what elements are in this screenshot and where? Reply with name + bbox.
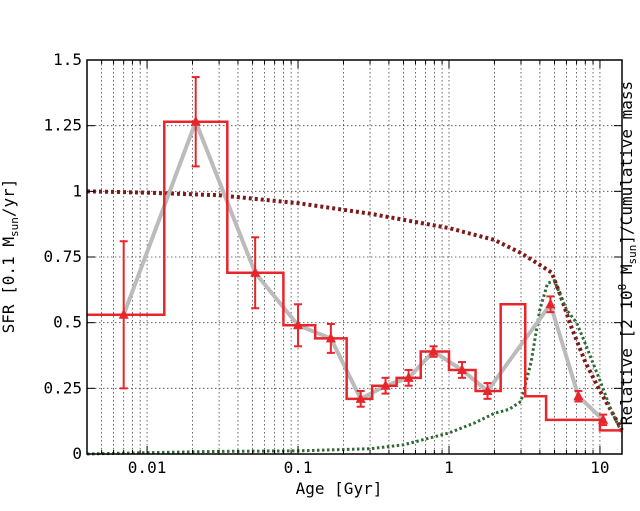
sfr-point-marker <box>118 308 129 319</box>
tick-labels: 0.01 0.1 1 10 0 0.25 0.5 0.75 1 1.25 1.5 <box>43 50 609 477</box>
x-tick-label: 0.1 <box>284 458 313 477</box>
sfr-point-marker <box>545 298 556 309</box>
y-tick-label: 1.25 <box>43 116 82 135</box>
sfr-point <box>598 413 609 427</box>
y-axis-label-left: SFR [0.1 Msun/yr] <box>0 179 21 334</box>
sfr-point-marker <box>293 319 304 330</box>
sfr-point-marker <box>190 115 201 126</box>
y-axis-label-right-mid: M <box>617 264 636 283</box>
sfr-point-marker <box>482 384 493 395</box>
relative-mass-line <box>86 278 624 456</box>
sfr-point-marker <box>380 379 391 390</box>
y-tick-label: 0 <box>72 444 82 463</box>
y-tick-label: 0.5 <box>53 313 82 332</box>
sfr-point-marker <box>573 390 584 401</box>
sfr-point-marker <box>598 413 609 424</box>
cumulative-mass-line <box>86 189 624 432</box>
sfr-histogram-series <box>87 120 622 432</box>
y-axis-label-right-suffix: ]/Cumulative mass <box>617 81 636 245</box>
sfr-point-marker <box>325 332 336 343</box>
sfr-points-series <box>118 76 609 427</box>
sfr-point-marker <box>457 363 468 374</box>
y-axis-label-right-prefix: Relative [2 10 <box>617 290 636 425</box>
sfr-point <box>545 295 556 314</box>
relative-mass-series <box>86 278 624 456</box>
sfr-point <box>573 389 584 403</box>
y-axis-label-left-sub: sun <box>8 217 21 237</box>
sfr-point <box>293 303 304 348</box>
cumulative-mass-series <box>86 189 624 432</box>
sfr-point <box>457 361 468 379</box>
sfr-point <box>482 382 493 400</box>
sfr-point-marker <box>355 392 366 403</box>
sfr-point-marker <box>250 266 261 277</box>
y-axis-label-left-suffix: /yr] <box>0 179 18 218</box>
sfr-point <box>380 376 391 395</box>
y-axis-label-right-sup: 8 <box>616 284 629 291</box>
y-tick-label: 1 <box>72 181 82 200</box>
y-tick-label: 1.5 <box>53 50 82 69</box>
y-tick-label: 0.25 <box>43 378 82 397</box>
axis-ticks <box>87 59 622 455</box>
x-tick-label: 0.01 <box>128 458 167 477</box>
sfr-point <box>403 368 414 387</box>
x-axis-label: Age [Gyr] <box>296 479 383 498</box>
sfr-point-marker <box>403 371 414 382</box>
sfr-point <box>428 345 439 358</box>
x-tick-label: 10 <box>590 458 609 477</box>
grid-lines <box>87 60 622 454</box>
sfr-point <box>355 389 366 408</box>
sfr-point <box>190 76 201 168</box>
sfr-histogram-steps <box>87 120 622 432</box>
y-axis-label-right: Relative [2 108 Msun]/Cumulative mass <box>616 81 639 425</box>
y-axis-label-left-prefix: SFR [0.1 M <box>0 237 18 333</box>
y-tick-label: 0.75 <box>43 247 82 266</box>
sfr-point <box>250 236 261 310</box>
y-axis-label-right-sub: sun <box>626 245 639 265</box>
sfr-point-marker <box>428 345 439 356</box>
sfr-point <box>118 240 129 390</box>
sfr-point <box>325 322 336 354</box>
x-tick-label: 1 <box>444 458 454 477</box>
